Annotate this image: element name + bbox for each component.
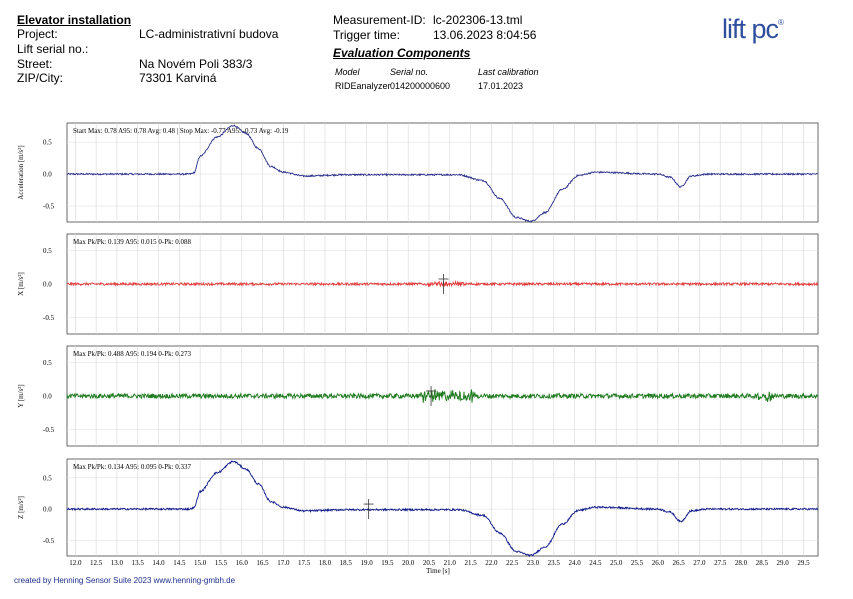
stats-annotation: Max Pk/Pk: 0.488 A95: 0.194 0-Pk: 0.273 [73,350,192,358]
signal-trace [66,389,819,403]
y-tick-label: 0.5 [43,359,52,367]
lift-serial-label: Lift serial no.: [17,42,89,56]
x-tick-label: 13.5 [132,559,145,567]
x-tick-label: 21.5 [464,559,477,567]
x-tick-label: 25.0 [610,559,623,567]
x-tick-label: 15.5 [215,559,228,567]
x-axis-label: Time [s] [426,567,450,575]
y-tick-label: -0.5 [43,203,55,211]
x-tick-label: 24.0 [568,559,581,567]
x-tick-label: 12.0 [69,559,82,567]
x-tick-label: 16.5 [256,559,269,567]
zip-city-value: 73301 Karviná [139,71,217,85]
y-tick-label: 0.5 [43,474,52,482]
x-tick-label: 26.0 [652,559,665,567]
street-label: Street: [17,57,53,71]
x-tick-label: 17.0 [277,559,290,567]
x-tick-label: 24.5 [589,559,602,567]
x-tick-label: 16.0 [236,559,249,567]
x-tick-label: 25.5 [631,559,644,567]
signal-trace [66,279,819,288]
stats-annotation: Start Max: 0.78 A95: 0.78 Avg: 0.48 | St… [73,127,289,135]
serial-column-header: Serial no. [390,67,429,77]
report-title: Elevator installation [17,13,132,27]
trigger-time-value: 13.06.2023 8:04:56 [433,28,537,42]
x-tick-label: 14.0 [152,559,165,567]
model-column-header: Model [335,67,360,77]
plot-frame [66,458,819,557]
stats-annotation: Max Pk/Pk: 0.139 A95: 0.015 0-Pk: 0.088 [73,238,192,246]
chart-panel-1: 0.5 0.0 -0.5 Acceleration [m/s²] Start Max: … [17,122,819,223]
y-axis-label: Y [m/s²] [17,384,25,407]
y-axis-label: Z [m/s²] [17,496,25,519]
calibration-value: 17.01.2023 [478,81,524,91]
x-tick-label: 18.5 [340,559,353,567]
y-axis-label: Acceleration [m/s²] [17,145,25,199]
chart-panel-4: 0.5 0.0 -0.5 Z [m/s²] Max Pk/Pk: 0.134 A95: … [17,458,819,558]
calibration-column-header: Last calibration [478,67,539,77]
zip-city-label: ZIP/City: [17,71,64,85]
x-tick-label: 17.5 [298,559,311,567]
y-tick-label: -0.5 [43,537,55,545]
x-tick-label: 20.5 [423,559,436,567]
y-tick-label: -0.5 [43,314,55,322]
y-tick-label: 0.0 [43,506,52,514]
x-tick-label: 29.5 [797,559,810,567]
footer-credit: created by Henning Sensor Suite 2023 www… [14,576,236,585]
plot-frame [66,122,819,223]
project-label: Project: [17,27,58,41]
y-tick-label: -0.5 [43,426,55,434]
signal-trace [66,124,818,223]
x-tick-label: 22.0 [485,559,498,567]
stats-annotation: Max Pk/Pk: 0.134 A95: 0.095 0-Pk: 0.337 [73,463,192,471]
y-tick-label: 0.0 [43,171,52,179]
x-tick-label: 23.0 [527,559,540,567]
signal-trace [66,460,819,558]
x-tick-label: 29.0 [777,559,790,567]
project-value: LC-administrativní budova [139,27,279,41]
y-tick-label: 0.0 [43,281,52,289]
x-tick-label: 28.5 [756,559,769,567]
evaluation-components-title: Evaluation Components [333,46,471,60]
x-tick-label: 21.0 [444,559,457,567]
x-tick-label: 15.0 [194,559,207,567]
x-tick-label: 28.0 [735,559,748,567]
x-tick-label: 18.0 [319,559,332,567]
x-tick-label: 19.0 [360,559,373,567]
chart-panel-3: 0.5 0.0 -0.5 Y [m/s²] Max Pk/Pk: 0.488 A95: … [17,345,819,447]
trigger-time-label: Trigger time: [333,28,400,42]
lift-pc-logo: lift pc® [722,14,784,44]
street-value: Na Novém Poli 383/3 [139,57,253,71]
serial-value: 014200000600 [390,81,451,91]
y-tick-label: 0.5 [43,247,52,255]
y-tick-label: 0.0 [43,393,52,401]
x-tick-label: 27.5 [714,559,727,567]
x-tick-label: 20.0 [402,559,415,567]
x-tick-label: 19.5 [381,559,394,567]
x-tick-label: 13.0 [111,559,124,567]
x-tick-label: 23.5 [548,559,561,567]
x-tick-label: 27.0 [693,559,706,567]
x-tick-label: 12.5 [90,559,103,567]
x-tick-label: 22.5 [506,559,519,567]
measurement-id-value: lc-202306-13.tml [433,13,523,27]
x-tick-label: 14.5 [173,559,186,567]
chart-panel-2: 0.5 0.0 -0.5 X [m/s²] Max Pk/Pk: 0.139 A95: … [17,233,819,335]
y-tick-label: 0.5 [43,139,52,147]
model-value: RIDEanalyzer [335,81,391,91]
measurement-id-label: Measurement-ID: [333,13,426,27]
x-tick-label: 26.5 [672,559,685,567]
y-axis-label: X [m/s²] [17,272,25,296]
